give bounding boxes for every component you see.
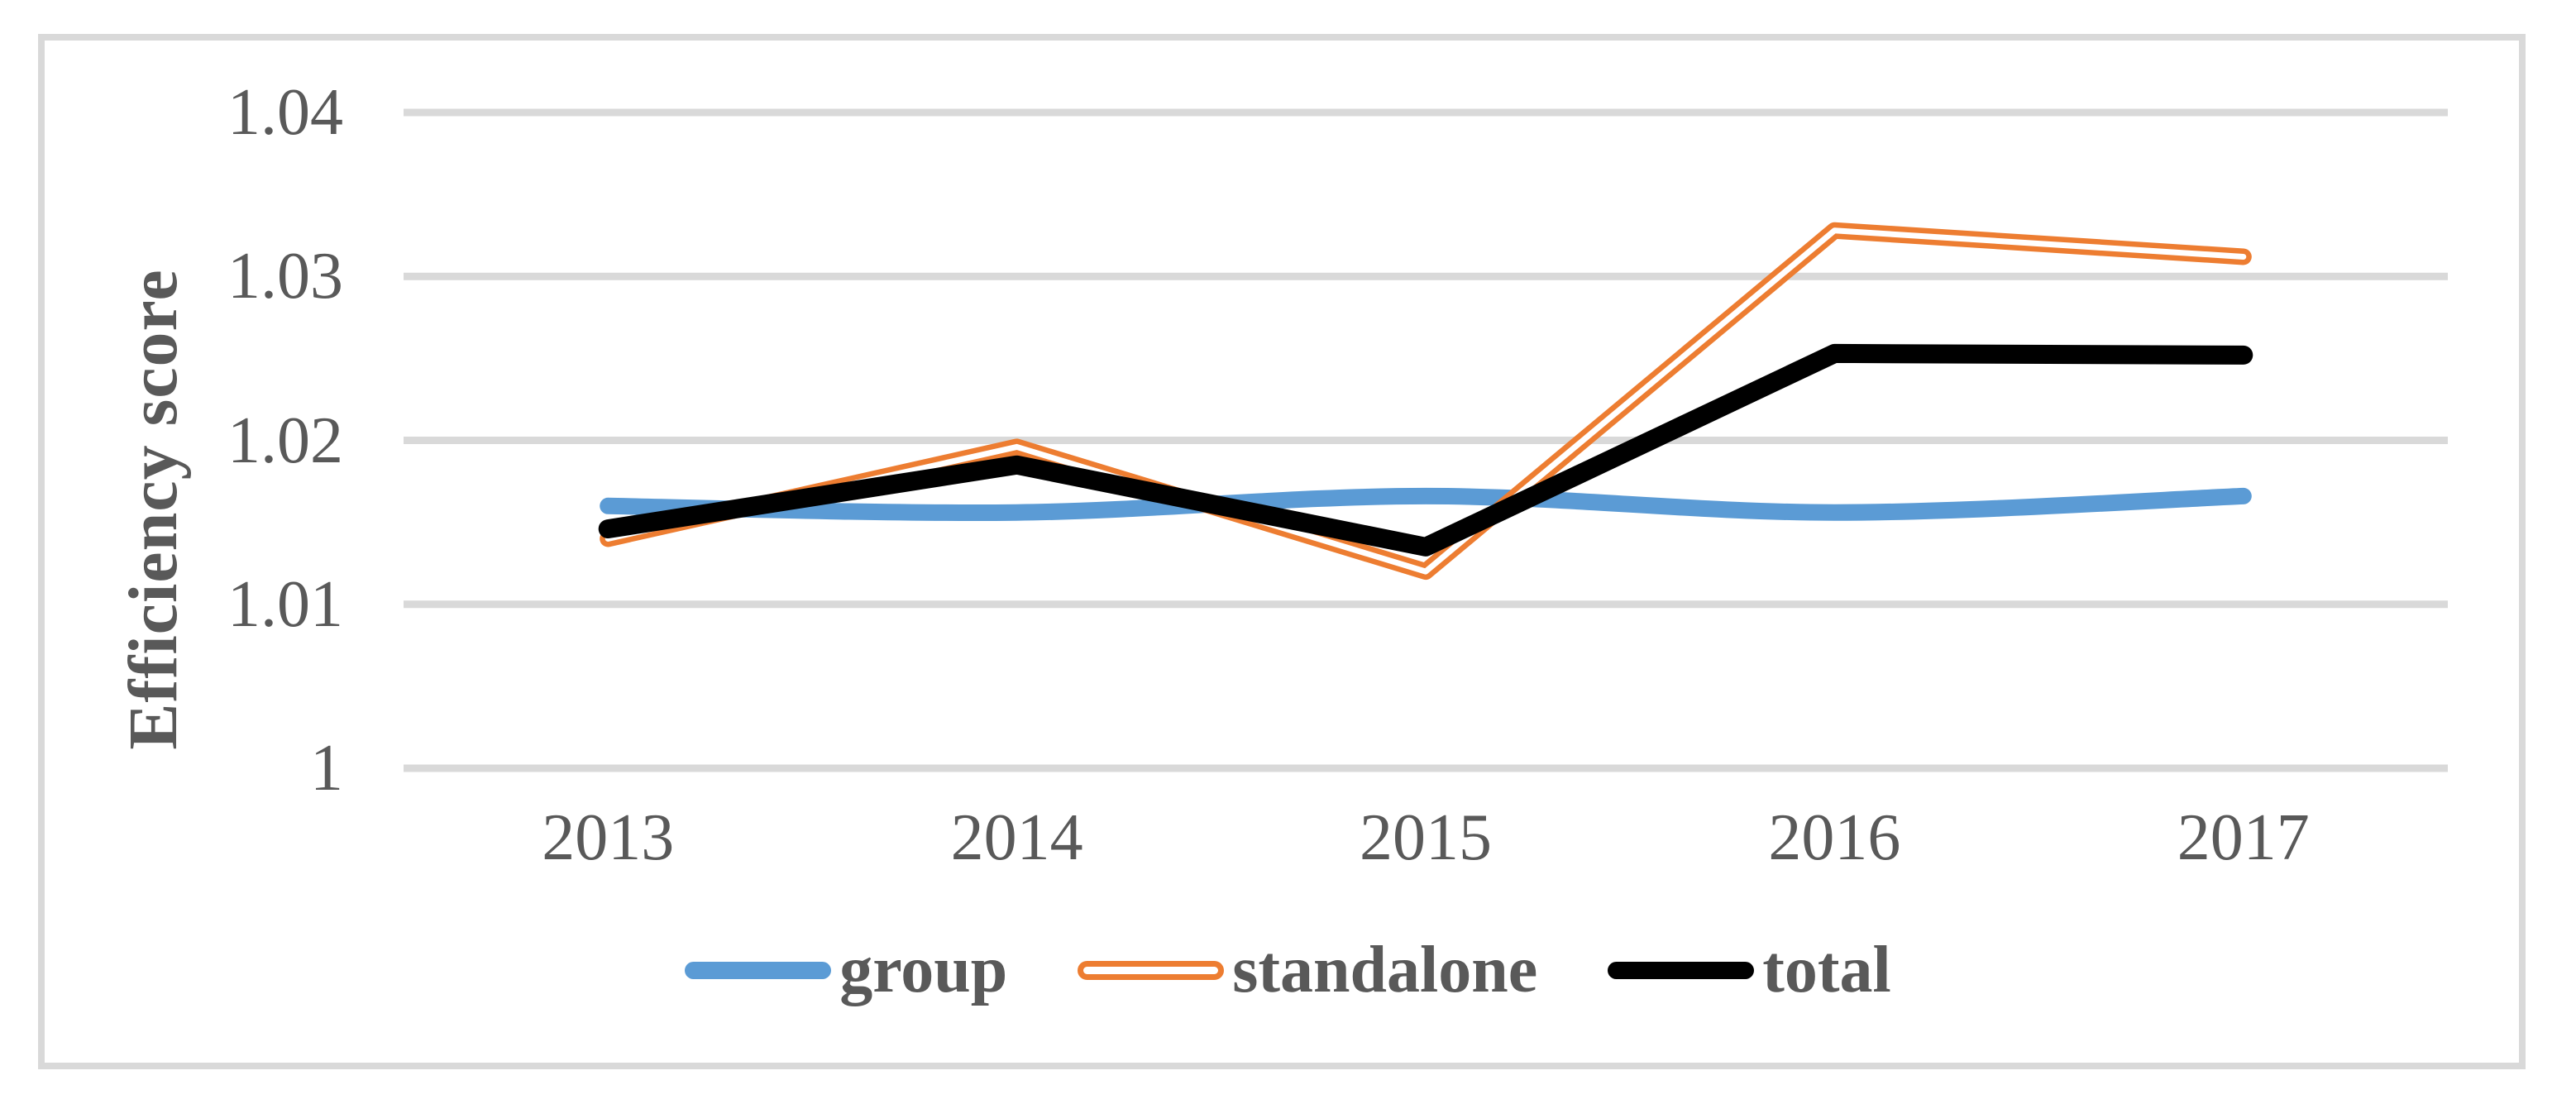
- x-tick-label: 2013: [542, 801, 675, 874]
- x-tick-label: 2017: [2177, 801, 2310, 874]
- series-lines: [598, 222, 2253, 581]
- series-line-standalone: [605, 227, 2247, 575]
- legend-label: standalone: [1232, 934, 1538, 1006]
- x-tick-label: 2016: [1768, 801, 1901, 874]
- y-tick-label: 1.01: [227, 567, 343, 641]
- x-tick-label: 2014: [950, 801, 1083, 874]
- gridlines: [404, 108, 2448, 772]
- legend-item-total: total: [1608, 929, 1891, 1011]
- legend-label: group: [839, 934, 1008, 1006]
- legend-swatch-total: [1608, 961, 1755, 979]
- x-tick-label: 2015: [1360, 801, 1492, 874]
- series-line-group: [600, 487, 2252, 522]
- legend-item-group: group: [685, 929, 1007, 1011]
- y-tick-label: 1: [310, 732, 343, 805]
- legend-label: total: [1762, 934, 1891, 1006]
- y-tick-label: 1.04: [227, 76, 343, 149]
- series-line-standalone: [600, 222, 2252, 581]
- series-line-total: [598, 343, 2253, 557]
- y-tick-label: 1.02: [227, 404, 343, 477]
- chart-legend: group standalone total: [0, 916, 2576, 1024]
- y-tick-label: 1.03: [227, 240, 343, 313]
- legend-swatch-standalone: [1078, 960, 1225, 980]
- y-axis-title: Efficiency score: [115, 269, 192, 750]
- chart-border-frame: [38, 34, 2526, 1069]
- legend-item-standalone: standalone: [1078, 929, 1537, 1011]
- legend-swatch-group: [685, 961, 832, 979]
